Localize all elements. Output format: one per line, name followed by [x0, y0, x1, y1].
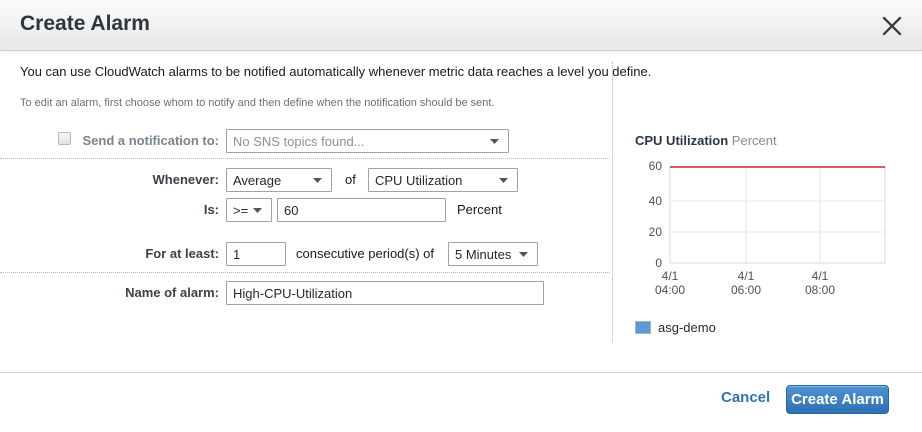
- svg-text:08:00: 08:00: [805, 283, 835, 297]
- svg-text:0: 0: [655, 256, 662, 270]
- svg-text:4/1: 4/1: [662, 269, 679, 283]
- svg-text:20: 20: [649, 225, 663, 239]
- svg-text:4/1: 4/1: [738, 269, 755, 283]
- svg-text:60: 60: [649, 159, 663, 173]
- svg-text:06:00: 06:00: [731, 283, 761, 297]
- svg-text:04:00: 04:00: [655, 283, 685, 297]
- svg-text:4/1: 4/1: [812, 269, 829, 283]
- svg-text:40: 40: [649, 194, 663, 208]
